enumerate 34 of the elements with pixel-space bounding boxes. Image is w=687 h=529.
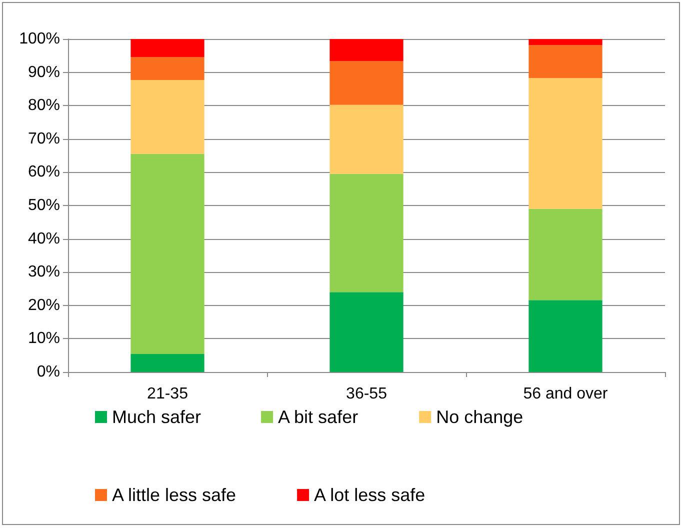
bar <box>130 354 204 372</box>
legend-label: A bit safer <box>278 407 358 427</box>
x-tick-label: 21-35 <box>147 386 188 402</box>
legend-label: No change <box>436 407 524 427</box>
bar <box>330 39 404 61</box>
y-tick-label: 50% <box>28 197 60 214</box>
y-tick-label: 90% <box>28 64 60 81</box>
bar <box>130 56 204 80</box>
bar <box>130 154 204 354</box>
bar <box>130 80 204 154</box>
x-tick-label: 36-55 <box>346 386 388 402</box>
y-tick-label: 20% <box>28 296 60 314</box>
y-tick-label: 100% <box>19 30 60 48</box>
y-tick-label: 40% <box>28 230 60 248</box>
bar <box>330 174 404 292</box>
y-tick-label: 30% <box>28 264 60 281</box>
y-tick-label: 10% <box>28 330 60 348</box>
bar <box>528 208 602 300</box>
y-tick-label: 0% <box>36 364 60 380</box>
y-tick-label: 80% <box>28 97 60 114</box>
y-tick-label: 70% <box>28 130 60 148</box>
legend-label: A lot less safe <box>314 485 426 505</box>
legend-label: Much safer <box>112 407 202 427</box>
bar <box>528 78 602 209</box>
y-tick-label: 60% <box>28 164 60 181</box>
bar <box>330 104 404 174</box>
bar <box>528 44 602 78</box>
bar <box>330 292 404 372</box>
legend-label: A little less safe <box>112 485 236 505</box>
bar <box>528 300 602 372</box>
bar <box>528 39 602 45</box>
x-tick-label: 56 and over <box>523 386 608 402</box>
bar <box>130 39 204 57</box>
bar <box>330 60 404 105</box>
